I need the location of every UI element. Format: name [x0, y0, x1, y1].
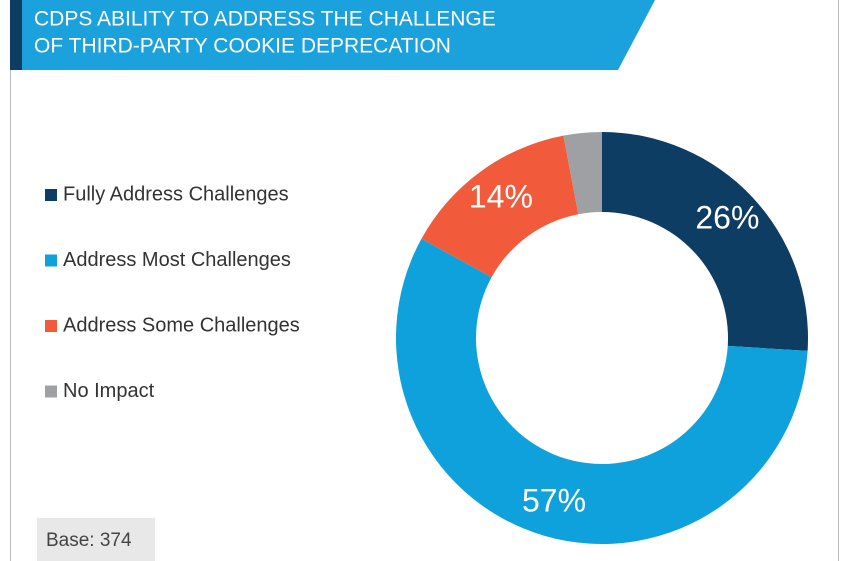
chart-title: CDPS ABILITY TO ADDRESS THE CHALLENGE	[34, 8, 496, 31]
data-label: 14%	[469, 178, 533, 214]
footnote-box	[37, 518, 155, 561]
donut-segment	[421, 135, 579, 278]
legend-swatch	[45, 189, 57, 201]
title-accent	[10, 0, 22, 70]
legend-label: No Impact	[63, 380, 155, 402]
donut-segment	[602, 132, 808, 351]
legend-swatch	[45, 254, 57, 267]
title-banner	[10, 0, 655, 70]
footnote: Base: 374	[46, 530, 132, 551]
donut-segment	[395, 238, 808, 545]
legend-label: Address Most Challenges	[63, 249, 291, 271]
legend-label: Address Some Challenges	[63, 314, 300, 336]
legend-swatch	[45, 385, 57, 398]
data-label: 26%	[695, 200, 759, 236]
legend-swatch	[45, 320, 57, 332]
legend-label: Fully Address Challenges	[63, 183, 289, 205]
donut-segment	[563, 132, 602, 215]
data-label: 57%	[522, 483, 586, 519]
chart-title: OF THIRD-PARTY COOKIE DEPRECATION	[34, 35, 451, 58]
